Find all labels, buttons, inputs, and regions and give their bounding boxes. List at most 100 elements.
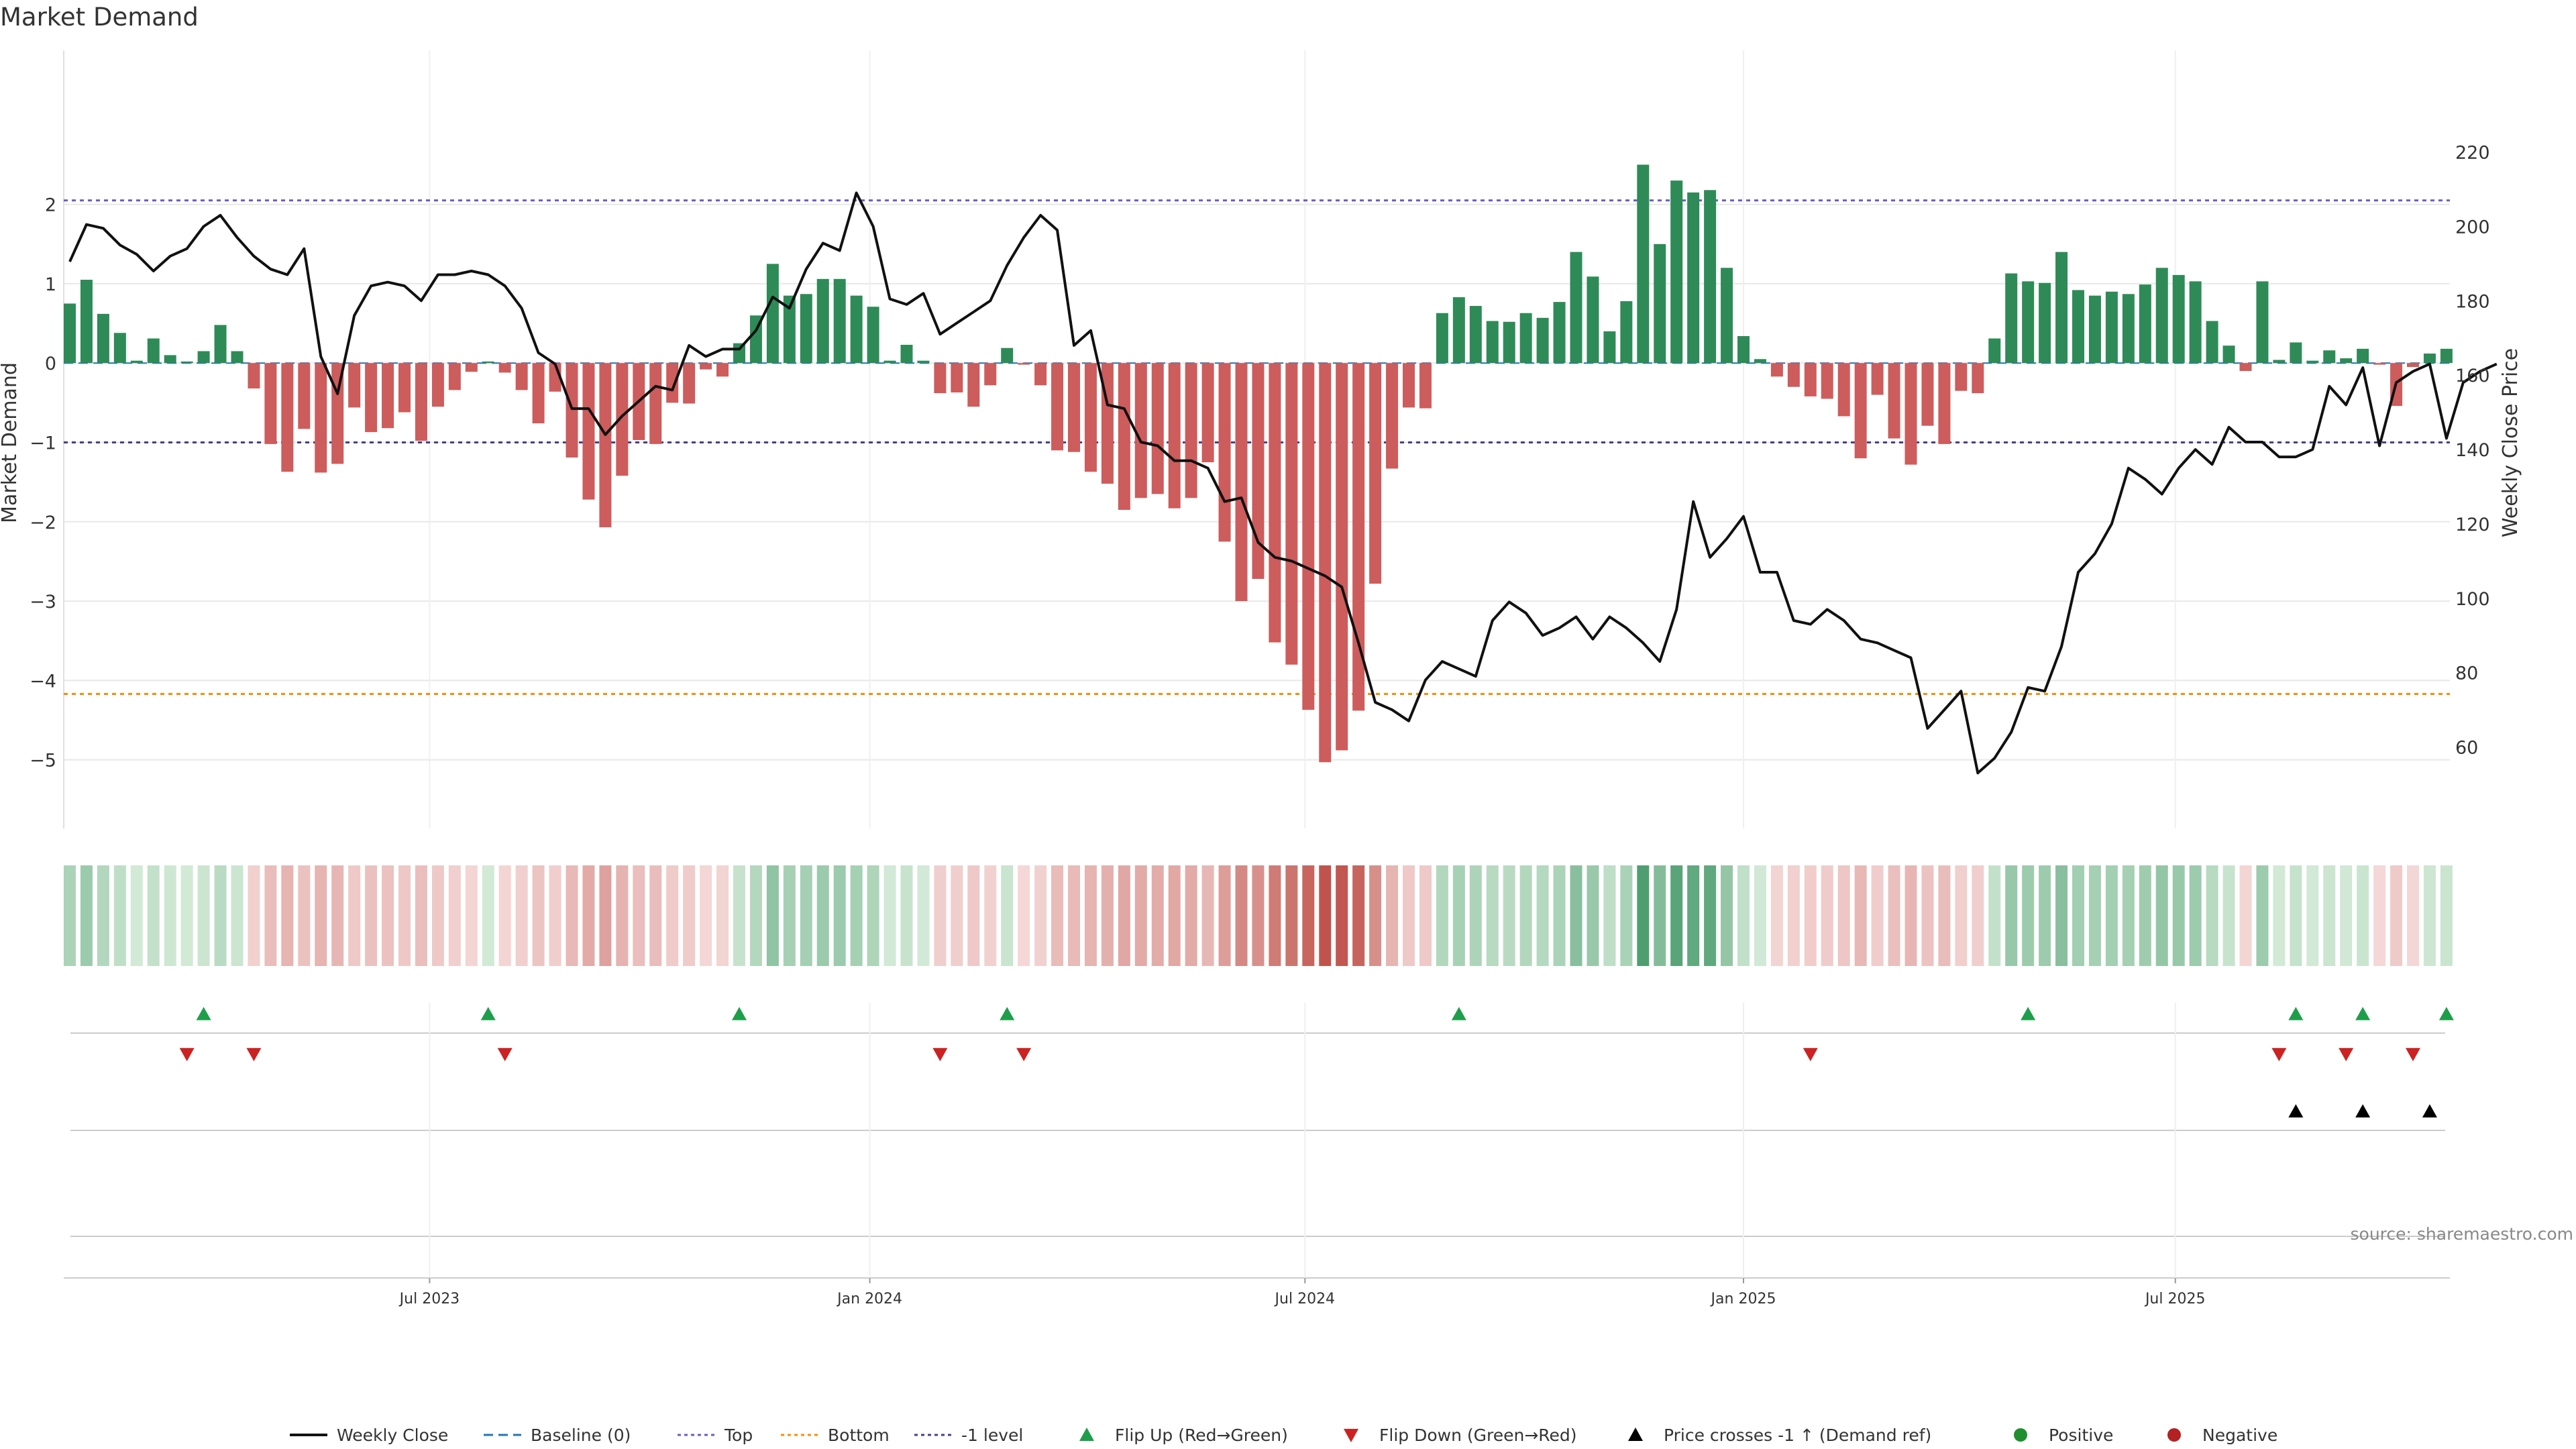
demand-bar-93 bbox=[1620, 301, 1633, 364]
heat-cell-70 bbox=[1235, 865, 1248, 966]
demand-bar-140 bbox=[2407, 363, 2419, 368]
demand-bar-119 bbox=[2055, 252, 2068, 364]
heat-cell-63 bbox=[1118, 865, 1130, 966]
heat-cell-52 bbox=[934, 865, 947, 966]
demand-bar-31 bbox=[582, 363, 595, 500]
heat-cell-68 bbox=[1201, 865, 1214, 966]
heat-cell-74 bbox=[1302, 865, 1315, 966]
y2-axis-label: Weekly Close Price bbox=[2499, 348, 2522, 537]
demand-bar-118 bbox=[2039, 282, 2051, 364]
demand-bar-52 bbox=[934, 363, 947, 394]
heat-cell-127 bbox=[2189, 865, 2202, 966]
demand-bar-77 bbox=[1352, 363, 1365, 711]
source-credit: source: sharemaestro.com bbox=[2351, 1224, 2574, 1244]
demand-bar-46 bbox=[833, 278, 846, 364]
heat-cell-109 bbox=[1888, 865, 1900, 966]
demand-bar-4 bbox=[130, 360, 143, 364]
flip-down-marker-3 bbox=[932, 1048, 948, 1061]
heat-cell-5 bbox=[147, 865, 160, 966]
heat-cell-37 bbox=[683, 865, 696, 966]
demand-bar-107 bbox=[1854, 363, 1867, 459]
heat-cell-77 bbox=[1352, 865, 1365, 966]
heat-cell-88 bbox=[1536, 865, 1549, 966]
heat-cell-62 bbox=[1101, 865, 1114, 966]
demand-bar-44 bbox=[800, 294, 812, 364]
demand-bar-124 bbox=[2139, 284, 2151, 364]
demand-bar-37 bbox=[683, 363, 696, 404]
demand-bar-86 bbox=[1503, 321, 1515, 364]
legend: Weekly Close Baseline (0) Top Bottom -1 leve… bbox=[290, 1426, 2277, 1445]
heat-cell-137 bbox=[2357, 865, 2369, 966]
heat-cell-32 bbox=[599, 865, 612, 966]
heat-cell-131 bbox=[2256, 865, 2269, 966]
demand-bar-90 bbox=[1570, 252, 1582, 364]
demand-bar-13 bbox=[281, 363, 294, 472]
y-tick-label-5: −3 bbox=[30, 592, 56, 612]
heat-cell-58 bbox=[1034, 865, 1047, 966]
demand-bar-11 bbox=[248, 363, 260, 389]
heat-cell-8 bbox=[197, 865, 210, 966]
heat-cell-54 bbox=[967, 865, 980, 966]
demand-bar-0 bbox=[64, 303, 76, 364]
y2-tick-label-4: 140 bbox=[2455, 440, 2490, 461]
price-cross-marker-0 bbox=[2288, 1104, 2304, 1118]
heat-cell-7 bbox=[180, 865, 193, 966]
demand-bar-55 bbox=[984, 363, 997, 386]
demand-bar-75 bbox=[1319, 363, 1332, 763]
price-line-group bbox=[68, 191, 2498, 775]
demand-bar-10 bbox=[231, 351, 244, 364]
heat-cell-83 bbox=[1452, 865, 1465, 966]
heat-cell-139 bbox=[2390, 865, 2403, 966]
demand-bar-103 bbox=[1787, 363, 1800, 387]
demand-bar-129 bbox=[2222, 345, 2235, 364]
demand-bar-50 bbox=[900, 345, 913, 364]
legend-swatch-9 bbox=[2167, 1428, 2181, 1442]
demand-bar-9 bbox=[214, 325, 227, 364]
heat-cell-11 bbox=[248, 865, 260, 966]
flip-up-marker-5 bbox=[2021, 1007, 2036, 1020]
demand-bar-104 bbox=[1804, 363, 1817, 396]
demand-bar-79 bbox=[1386, 363, 1399, 469]
y2-tick-label-2: 180 bbox=[2455, 291, 2490, 312]
heat-cell-22 bbox=[431, 865, 444, 966]
heat-cell-14 bbox=[298, 865, 311, 966]
demand-bar-136 bbox=[2340, 358, 2353, 364]
heat-cell-97 bbox=[1687, 865, 1700, 966]
demand-bar-98 bbox=[1704, 190, 1717, 364]
heat-cell-23 bbox=[448, 865, 461, 966]
demand-bar-56 bbox=[1001, 347, 1014, 364]
heat-cell-101 bbox=[1754, 865, 1766, 966]
y2-tick-label-8: 60 bbox=[2455, 737, 2478, 758]
demand-bar-39 bbox=[716, 363, 729, 377]
demand-bar-137 bbox=[2357, 348, 2369, 364]
heat-cell-94 bbox=[1637, 865, 1650, 966]
demand-bar-24 bbox=[465, 363, 478, 372]
demand-bar-125 bbox=[2155, 268, 2168, 364]
heat-cell-128 bbox=[2206, 865, 2218, 966]
demand-bar-3 bbox=[113, 333, 126, 364]
heat-cell-6 bbox=[164, 865, 176, 966]
heat-cell-105 bbox=[1821, 865, 1833, 966]
demand-bar-99 bbox=[1721, 268, 1733, 364]
demand-bar-112 bbox=[1938, 363, 1951, 444]
heat-cell-75 bbox=[1319, 865, 1332, 966]
heat-cell-111 bbox=[1921, 865, 1934, 966]
demand-bar-122 bbox=[2105, 291, 2118, 364]
heat-cell-78 bbox=[1369, 865, 1382, 966]
demand-bar-17 bbox=[348, 363, 361, 408]
heat-cell-100 bbox=[1737, 865, 1750, 966]
demand-bar-142 bbox=[2440, 348, 2453, 364]
heat-cell-67 bbox=[1185, 865, 1197, 966]
demand-bar-66 bbox=[1168, 363, 1181, 508]
legend-label-4: -1 level bbox=[961, 1426, 1023, 1445]
y-tick-label-6: −4 bbox=[30, 671, 56, 692]
flip-down-marker-7 bbox=[2339, 1048, 2354, 1061]
legend-label-3: Bottom bbox=[828, 1426, 890, 1445]
demand-bar-106 bbox=[1837, 363, 1850, 417]
flip-down-marker-0 bbox=[179, 1048, 195, 1061]
legend-label-5: Flip Up (Red→Green) bbox=[1115, 1426, 1288, 1445]
heat-cell-119 bbox=[2055, 865, 2068, 966]
heat-cell-3 bbox=[113, 865, 126, 966]
heat-cell-99 bbox=[1721, 865, 1733, 966]
heat-cell-110 bbox=[1904, 865, 1917, 966]
